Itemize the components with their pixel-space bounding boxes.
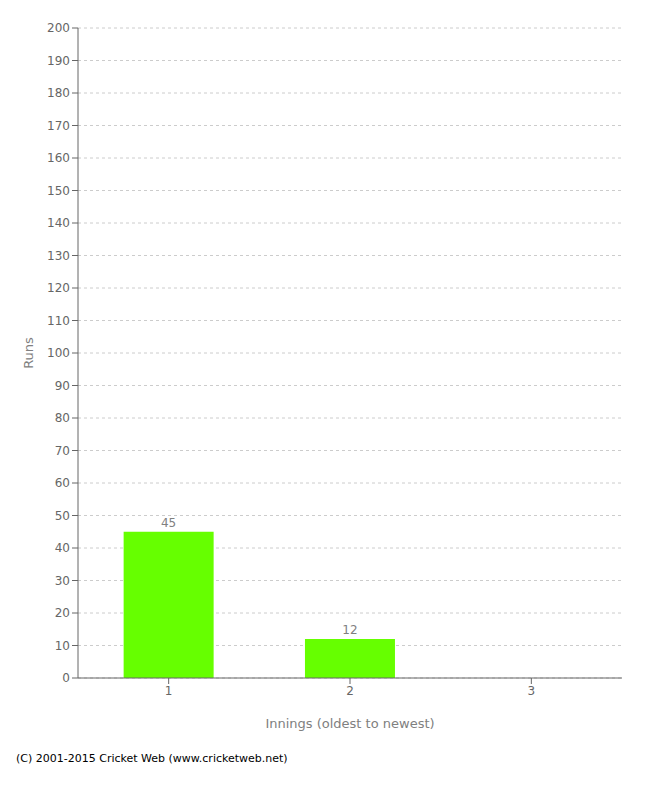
svg-text:70: 70 <box>55 444 70 458</box>
svg-text:120: 120 <box>47 281 70 295</box>
svg-text:170: 170 <box>47 119 70 133</box>
svg-text:1: 1 <box>165 684 173 698</box>
svg-text:30: 30 <box>55 574 70 588</box>
svg-text:140: 140 <box>47 216 70 230</box>
svg-text:0: 0 <box>62 671 70 685</box>
html-text:(C) 2001-2015 Cricket Web (www: (C) 2001-2015 Cricket Web (www.cricketwe… <box>16 752 288 765</box>
svg-text:110: 110 <box>47 314 70 328</box>
svg-text:40: 40 <box>55 541 70 555</box>
svg-text:50: 50 <box>55 509 70 523</box>
svg-text:80: 80 <box>55 411 70 425</box>
svg-text:2: 2 <box>346 684 354 698</box>
svg-text:3: 3 <box>528 684 536 698</box>
svg-text:20: 20 <box>55 606 70 620</box>
svg-text:90: 90 <box>55 379 70 393</box>
svg-text:45: 45 <box>161 516 176 530</box>
svg-text:Innings (oldest to newest): Innings (oldest to newest) <box>265 716 434 731</box>
svg-text:60: 60 <box>55 476 70 490</box>
svg-text:200: 200 <box>47 21 70 35</box>
svg-text:150: 150 <box>47 184 70 198</box>
svg-text:Runs: Runs <box>21 337 36 369</box>
svg-text:12: 12 <box>342 623 357 637</box>
svg-text:190: 190 <box>47 54 70 68</box>
svg-text:180: 180 <box>47 86 70 100</box>
svg-text:100: 100 <box>47 346 70 360</box>
svg-text:10: 10 <box>55 639 70 653</box>
svg-text:130: 130 <box>47 249 70 263</box>
svg-text:160: 160 <box>47 151 70 165</box>
